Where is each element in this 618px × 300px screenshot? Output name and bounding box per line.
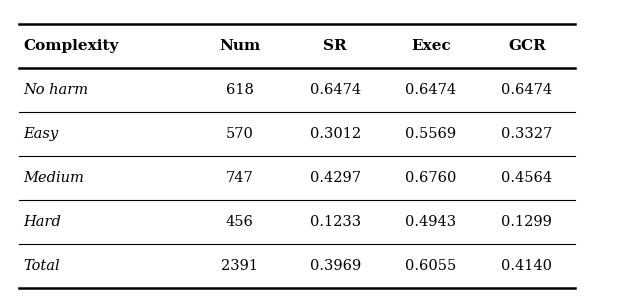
Text: 618: 618 [226, 83, 253, 97]
Text: 0.6474: 0.6474 [501, 83, 552, 97]
Text: 0.4564: 0.4564 [501, 171, 552, 185]
Text: Medium: Medium [23, 171, 85, 185]
Text: 0.6474: 0.6474 [310, 83, 361, 97]
Text: 0.3327: 0.3327 [501, 127, 552, 141]
Text: GCR: GCR [508, 39, 546, 53]
Text: No harm: No harm [23, 83, 88, 97]
Text: 0.4297: 0.4297 [310, 171, 361, 185]
Text: 747: 747 [226, 171, 253, 185]
Text: 0.6760: 0.6760 [405, 171, 457, 185]
Text: 0.4943: 0.4943 [405, 215, 457, 229]
Text: 2391: 2391 [221, 259, 258, 273]
Text: 0.3969: 0.3969 [310, 259, 361, 273]
Text: Complexity: Complexity [23, 39, 119, 53]
Text: 0.5569: 0.5569 [405, 127, 457, 141]
Text: Exec: Exec [411, 39, 451, 53]
Text: SR: SR [323, 39, 347, 53]
Text: Hard: Hard [23, 215, 61, 229]
Text: 0.6474: 0.6474 [405, 83, 457, 97]
Text: 0.1233: 0.1233 [310, 215, 361, 229]
Text: 0.4140: 0.4140 [501, 259, 552, 273]
Text: 0.6055: 0.6055 [405, 259, 457, 273]
Text: 570: 570 [226, 127, 253, 141]
Text: 456: 456 [226, 215, 253, 229]
Text: Num: Num [219, 39, 260, 53]
Text: Easy: Easy [23, 127, 59, 141]
Text: Total: Total [23, 259, 60, 273]
Text: 0.3012: 0.3012 [310, 127, 361, 141]
Text: 0.1299: 0.1299 [501, 215, 552, 229]
